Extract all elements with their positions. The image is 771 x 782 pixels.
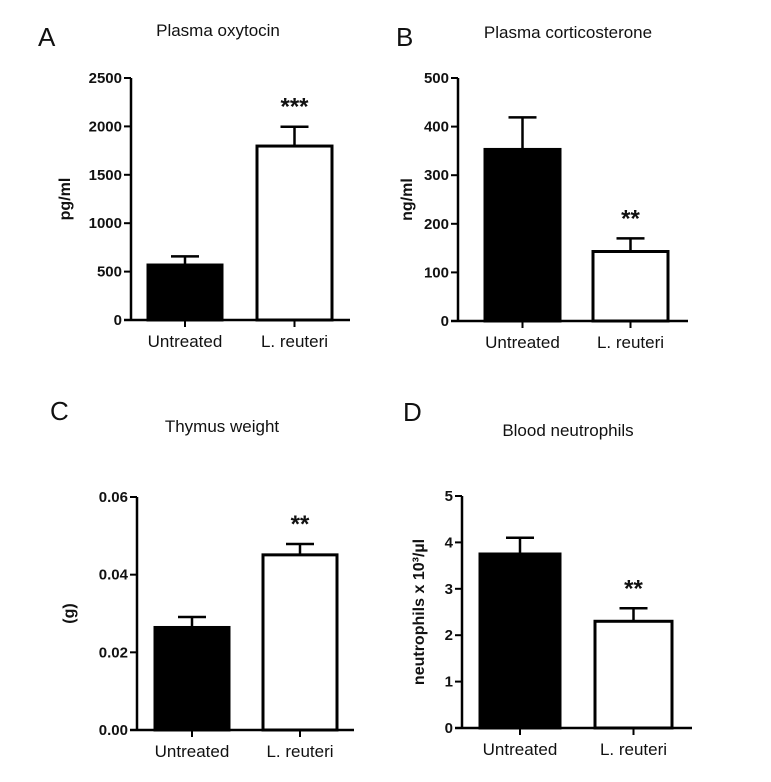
- significance-marker: **: [291, 511, 310, 538]
- bar-l-reuteri: [255, 144, 334, 322]
- y-tick-label: 400: [424, 119, 449, 136]
- y-tick-label: 4: [445, 534, 454, 551]
- y-tick-label: 2: [445, 627, 453, 644]
- y-axis-label: (g): [61, 603, 78, 623]
- y-tick-label: 3: [445, 581, 453, 598]
- x-tick-label: L. reuteri: [600, 740, 667, 759]
- y-tick-label: 2500: [89, 70, 122, 87]
- y-tick-label: 0.04: [99, 567, 129, 584]
- y-tick-label: 0: [441, 313, 449, 330]
- significance-marker: ***: [280, 94, 309, 121]
- bar-untreated: [146, 263, 224, 322]
- bar-l-reuteri: [591, 250, 670, 323]
- significance-marker: **: [624, 575, 643, 602]
- panel-letter: A: [38, 22, 56, 52]
- y-tick-label: 1500: [89, 167, 122, 184]
- y-tick-label: 300: [424, 167, 449, 184]
- y-tick-label: 0: [445, 720, 453, 737]
- panel-letter: B: [396, 22, 413, 52]
- y-tick-label: 200: [424, 216, 449, 233]
- panel-title: Plasma oxytocin: [156, 21, 280, 40]
- y-tick-label: 0.00: [99, 722, 128, 739]
- bar-l-reuteri: [593, 619, 674, 730]
- y-tick-label: 500: [97, 264, 122, 281]
- y-axis-label: pg/ml: [57, 178, 74, 221]
- y-tick-label: 1000: [89, 215, 122, 232]
- x-tick-label: L. reuteri: [266, 742, 333, 761]
- x-tick-label: Untreated: [483, 740, 558, 759]
- panel-letter: D: [403, 397, 422, 427]
- y-axis-label: neutrophils x 10³/µl: [411, 539, 428, 685]
- x-tick-label: L. reuteri: [261, 332, 328, 351]
- panel-title: Blood neutrophils: [502, 421, 633, 440]
- y-tick-label: 0.06: [99, 489, 128, 506]
- y-tick-label: 0.02: [99, 644, 128, 661]
- y-tick-label: 5: [445, 488, 453, 505]
- bar-untreated: [483, 147, 562, 323]
- y-tick-label: 0: [114, 312, 122, 329]
- bar-untreated: [478, 552, 562, 730]
- y-axis-label: ng/ml: [399, 178, 416, 221]
- y-tick-label: 1: [445, 674, 453, 691]
- panel-letter: C: [50, 396, 69, 426]
- x-tick-label: Untreated: [485, 333, 560, 352]
- y-tick-label: 2000: [89, 118, 122, 135]
- panel-title: Thymus weight: [165, 417, 280, 436]
- x-tick-label: Untreated: [148, 332, 223, 351]
- x-tick-label: L. reuteri: [597, 333, 664, 352]
- y-tick-label: 500: [424, 70, 449, 87]
- y-tick-label: 100: [424, 264, 449, 281]
- x-tick-label: Untreated: [155, 742, 230, 761]
- bar-untreated: [153, 625, 231, 732]
- bar-l-reuteri: [261, 553, 339, 732]
- significance-marker: **: [621, 205, 640, 232]
- panel-title: Plasma corticosterone: [484, 23, 652, 42]
